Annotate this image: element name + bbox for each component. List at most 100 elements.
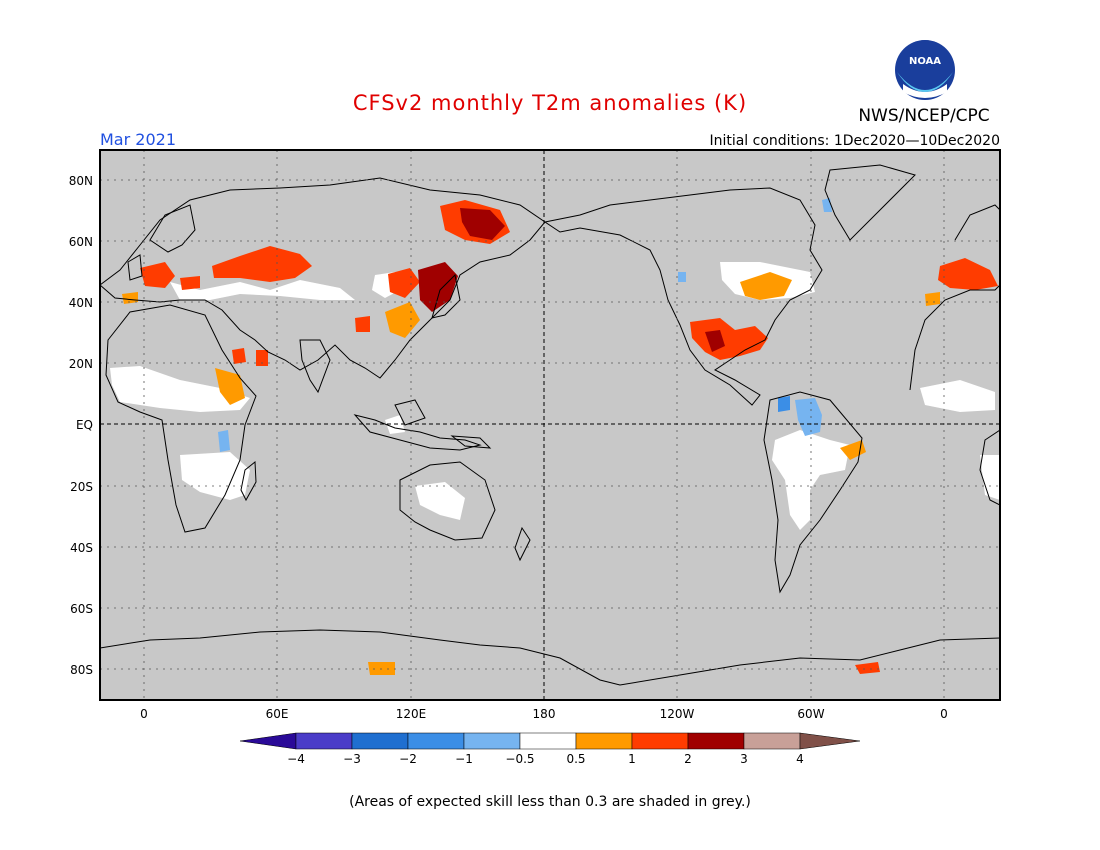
colorbar-tick-label: −4 xyxy=(287,752,305,766)
lat-label: EQ xyxy=(76,418,93,432)
neutral-area xyxy=(415,482,465,520)
colorbar-segment xyxy=(687,732,745,750)
noaa-logo: NOAA xyxy=(895,40,955,100)
coastline-africa-east xyxy=(979,429,1000,506)
lat-label: 40N xyxy=(69,296,93,310)
warm-anomaly-area xyxy=(388,268,420,298)
coastline-new-guinea xyxy=(450,435,492,449)
graticule xyxy=(100,150,1000,700)
neutral-area xyxy=(980,455,1000,500)
warm-anomaly-area xyxy=(122,292,138,304)
lat-label: 40S xyxy=(70,541,93,555)
coastline-antarctica xyxy=(100,629,1000,686)
warm-anomaly-area xyxy=(690,318,768,360)
warm-anomaly-area xyxy=(140,262,175,288)
colorbar-legend: −4 −3 −2 −1 −0.5 0.5 1 2 3 4 xyxy=(239,732,861,766)
colorbar-segment xyxy=(743,732,801,750)
strong-warm-anomaly-area xyxy=(705,330,725,352)
colorbar-tick-label: 4 xyxy=(796,752,804,766)
warm-anomaly-area xyxy=(925,292,940,306)
coastline-north-america xyxy=(543,187,823,406)
longitude-labels: 0 60E 120E 180 120W 60W 0 xyxy=(140,707,948,721)
colorbar-segment xyxy=(295,732,353,750)
reference-lines xyxy=(100,150,1000,700)
lon-label: 0 xyxy=(140,707,148,721)
warm-anomaly-area xyxy=(212,246,312,282)
map-frame xyxy=(99,149,1001,701)
coastlines xyxy=(100,164,1000,686)
lon-label: 60W xyxy=(797,707,824,721)
colorbar-segment xyxy=(631,732,689,750)
strong-warm-anomaly-area xyxy=(460,208,505,240)
warm-anomaly-area xyxy=(938,258,998,290)
coastline-scandinavia xyxy=(149,204,196,253)
map-content xyxy=(100,150,1000,700)
neutral-area xyxy=(920,380,995,412)
lon-label: 60E xyxy=(266,707,289,721)
coastline-europe-east xyxy=(909,284,1000,391)
lat-label: 60S xyxy=(70,602,93,616)
coastline-greenland xyxy=(824,164,916,241)
colorbar-tick-label: −3 xyxy=(343,752,361,766)
coastline-eurasia xyxy=(100,177,546,379)
cool-anomaly-area xyxy=(678,272,686,282)
colorbar-tick-label: −1 xyxy=(455,752,473,766)
colorbar-segment xyxy=(519,732,577,750)
coastline-japan xyxy=(431,273,461,319)
coastline-south-america xyxy=(763,391,863,594)
figure-title: CFSv2 monthly T2m anomalies (K) xyxy=(353,91,747,115)
skill-footnote: (Areas of expected skill less than 0.3 a… xyxy=(349,794,751,810)
strong-warm-anomaly-area xyxy=(418,262,458,312)
warm-anomaly-area xyxy=(180,276,200,290)
map-panel: 80N 60N 40N 20N EQ 20S 40S 60S 80S 0 60E… xyxy=(69,149,1001,721)
coastline-borneo xyxy=(394,399,426,426)
colorbar-max-arrow xyxy=(799,732,861,750)
colorbar-min-arrow xyxy=(239,732,297,750)
colorbar-segment xyxy=(575,732,633,750)
warm-anomaly-area xyxy=(368,662,395,675)
cool-anomaly-area xyxy=(795,398,822,436)
lat-label: 20N xyxy=(69,357,93,371)
warm-anomaly-area xyxy=(232,348,246,364)
warm-anomaly-area xyxy=(215,368,245,405)
colorbar-segment xyxy=(351,732,409,750)
latitude-labels: 80N 60N 40N 20N EQ 20S 40S 60S 80S xyxy=(69,174,93,677)
colorbar-tick-label: 2 xyxy=(684,752,692,766)
coastline-scandinavia-east xyxy=(954,204,1000,241)
lon-label: 120E xyxy=(396,707,427,721)
map-background xyxy=(100,150,1000,700)
warm-anomaly-area xyxy=(740,272,792,300)
neutral-area xyxy=(170,280,355,300)
lat-label: 80N xyxy=(69,174,93,188)
coastline-madagascar xyxy=(240,460,257,502)
cool-anomaly-area xyxy=(218,430,230,452)
coastline-australia xyxy=(399,461,496,541)
cool-anomaly-area xyxy=(778,396,790,412)
forecast-month: Mar 2021 xyxy=(100,130,176,149)
colorbar-tick-label: −2 xyxy=(399,752,417,766)
colorbar-segment xyxy=(463,732,521,750)
colorbar-tick-label: 3 xyxy=(740,752,748,766)
coastline-indonesia xyxy=(353,414,482,451)
agency-label: NWS/NCEP/CPC xyxy=(858,106,989,126)
lon-label: 180 xyxy=(533,707,556,721)
coastline-africa xyxy=(105,304,257,533)
neutral-area xyxy=(110,366,250,412)
colorbar-tick-label: 1 xyxy=(628,752,636,766)
lat-label: 20S xyxy=(70,480,93,494)
lon-label: 0 xyxy=(940,707,948,721)
coastline-india xyxy=(299,339,331,394)
coastline-uk xyxy=(127,254,143,281)
warm-anomaly-area xyxy=(855,662,880,674)
warm-anomaly-area xyxy=(256,350,268,366)
colorbar-tick-label: 0.5 xyxy=(566,752,585,766)
lat-label: 60N xyxy=(69,235,93,249)
initial-conditions: Initial conditions: 1Dec2020—10Dec2020 xyxy=(709,133,1000,149)
noaa-logo-text: NOAA xyxy=(909,56,941,67)
warm-anomaly-area xyxy=(355,316,370,332)
neutral-area xyxy=(180,452,250,500)
anomaly-shading xyxy=(110,198,1000,675)
lat-label: 80S xyxy=(70,663,93,677)
lon-label: 120W xyxy=(660,707,695,721)
